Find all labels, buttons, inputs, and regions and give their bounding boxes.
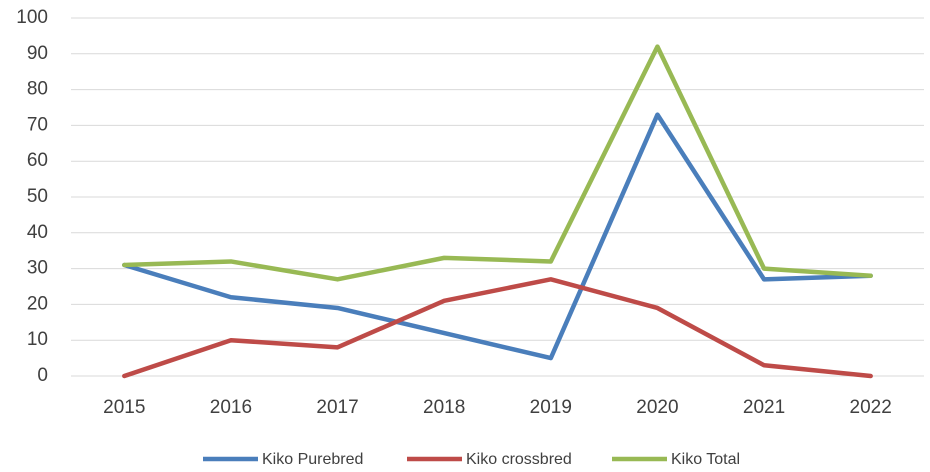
y-tick-label: 50 xyxy=(27,186,48,207)
x-tick-label: 2019 xyxy=(530,397,572,418)
y-tick-label: 20 xyxy=(27,293,48,314)
y-tick-label: 60 xyxy=(27,150,48,171)
y-tick-label: 40 xyxy=(27,222,48,243)
legend-label: Kiko crossbred xyxy=(466,451,572,468)
legend-label: Kiko Total xyxy=(671,451,740,468)
legend-label: Kiko Purebred xyxy=(262,451,363,468)
y-tick-label: 90 xyxy=(27,43,48,64)
y-tick-label: 30 xyxy=(27,258,48,279)
x-tick-label: 2017 xyxy=(316,397,358,418)
series-line xyxy=(122,277,873,379)
x-tick-label: 2020 xyxy=(636,397,678,418)
y-tick-label: 0 xyxy=(37,365,48,386)
y-tick-label: 70 xyxy=(27,114,48,135)
series-line xyxy=(122,112,873,361)
y-tick-label: 10 xyxy=(27,329,48,350)
series-line xyxy=(122,44,873,282)
x-tick-label: 2015 xyxy=(103,397,145,418)
x-tick-label: 2018 xyxy=(423,397,465,418)
x-tick-label: 2022 xyxy=(850,397,892,418)
x-tick-label: 2016 xyxy=(210,397,252,418)
x-tick-label: 2021 xyxy=(743,397,785,418)
y-tick-label: 100 xyxy=(16,7,48,28)
y-tick-label: 80 xyxy=(27,79,48,100)
